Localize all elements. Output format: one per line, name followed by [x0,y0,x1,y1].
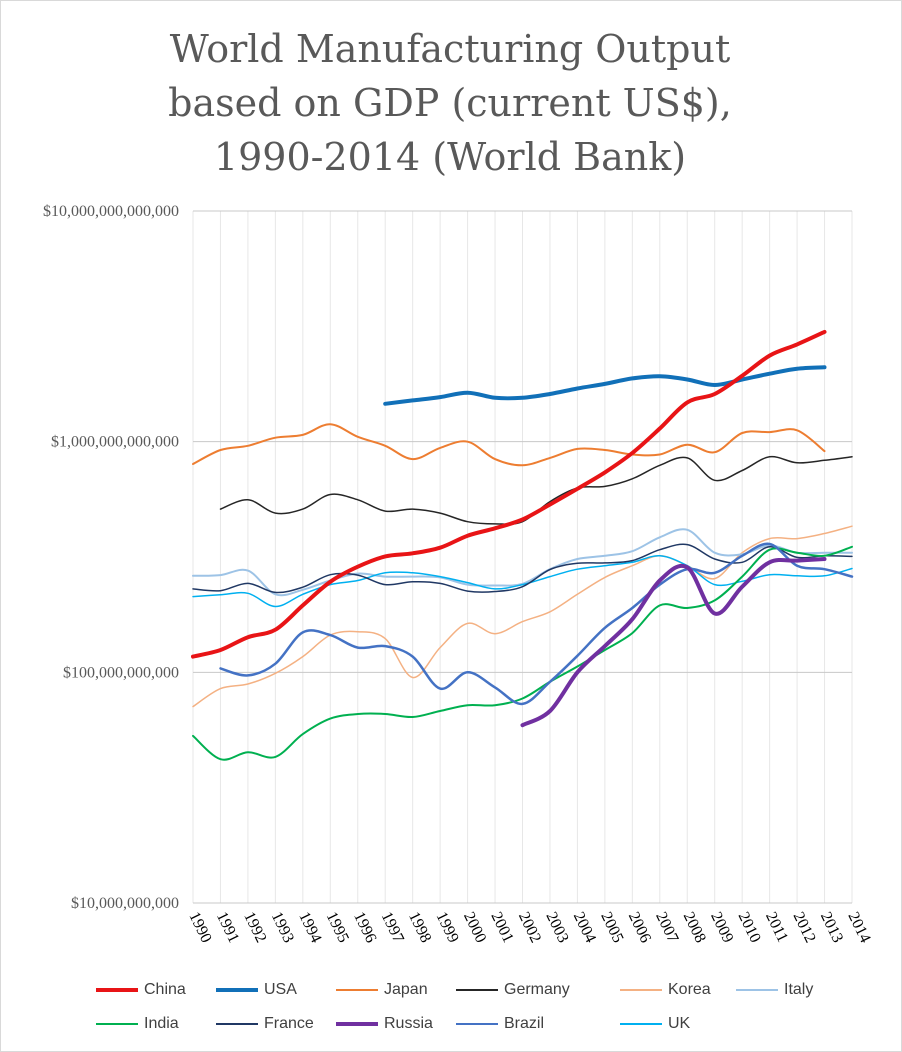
series-line-china [191,329,827,659]
legend-item-china: China [96,978,186,1002]
chart-title-line-3: 1990-2014 (World Bank) [213,135,687,179]
x-tick-label: 2014 [844,909,873,945]
series-line-russia [520,557,827,728]
x-tick-label: 2001 [487,909,516,945]
legend-swatch [620,989,662,991]
legend-swatch [216,988,258,992]
legend-item-usa: USA [216,978,297,1002]
x-tick-label: 1993 [268,909,297,945]
y-tick-label: $100,000,000,000 [63,664,179,681]
series-line-brazil [219,542,854,706]
x-tick-label: 2003 [542,909,571,945]
legend-label: Brazil [504,1015,545,1032]
legend-swatch [456,989,498,991]
legend-swatch [336,989,378,991]
x-tick-label: 2000 [460,909,489,945]
legend-item-uk: UK [620,1012,690,1036]
x-tick-label: 2004 [570,909,599,945]
legend-swatch [736,989,778,991]
chart-title-line-1: World Manufacturing Output [169,27,731,71]
series-line-india [192,545,853,761]
legend-item-brazil: Brazil [456,1012,544,1036]
x-tick-label: 2006 [625,909,654,945]
x-tick-label: 2009 [707,909,736,945]
x-tick-label: 1991 [213,909,242,945]
x-tick-label: 2002 [515,909,544,945]
legend-item-germany: Germany [456,978,570,1002]
x-tick-label: 1992 [240,909,269,945]
legend-item-india: India [96,1012,179,1036]
legend-item-japan: Japan [336,978,428,1002]
x-tick-label: 1999 [433,909,462,945]
legend-swatch [336,1022,378,1026]
x-tick-label: 2010 [735,909,764,945]
legend-swatch [96,1023,138,1025]
legend-label: India [144,1015,179,1032]
legend-item-italy: Italy [736,978,813,1002]
y-tick-label: $10,000,000,000 [71,895,179,912]
legend-swatch [620,1023,662,1025]
legend-item-russia: Russia [336,1012,433,1036]
series-line-japan [192,423,826,467]
legend-label: France [264,1015,314,1032]
legend-label: Japan [384,981,428,998]
series-line-italy [192,528,853,597]
x-tick-label: 2007 [652,909,681,945]
x-tick-label: 1990 [185,909,214,945]
legend-item-france: France [216,1012,314,1036]
x-tick-label: 1998 [405,909,434,945]
series-lines [191,329,854,761]
series-line-usa [383,365,827,406]
legend-swatch [96,988,138,992]
y-tick-label: $10,000,000,000,000 [43,203,179,220]
legend-label: Russia [384,1015,433,1032]
x-tick-label: 1996 [350,909,379,945]
legend-label: Italy [784,981,814,998]
legend-swatch [456,1023,498,1025]
chart-title-line-2: based on GDP (current US$), [168,81,732,125]
legend-label: UK [668,1015,691,1032]
x-tick-label: 2013 [817,909,846,945]
series-line-korea [192,525,853,708]
y-tick-label: $1,000,000,000,000 [51,434,179,451]
x-tick-label: 2012 [789,909,818,945]
x-tick-label: 2011 [762,909,791,945]
x-tick-label: 1994 [295,909,324,945]
y-axis-ticks: $10,000,000,000 $100,000,000,000 $1,000,00… [43,203,179,912]
legend-label: Korea [668,981,711,998]
legend-swatch [216,1023,258,1025]
x-axis-ticks: 1990199119921993199419951996199719981999… [185,909,873,945]
legend-label: China [144,981,186,998]
x-tick-label: 2005 [597,909,626,945]
series-line-france [192,543,853,594]
legend-label: Germany [504,981,570,998]
legend-item-korea: Korea [620,978,711,1002]
chart-title: World Manufacturing Output based on GDP … [0,22,900,184]
x-tick-label: 1995 [323,909,352,945]
series-line-uk [192,555,853,608]
x-tick-label: 2008 [680,909,709,945]
x-tick-label: 1997 [378,909,407,945]
legend-label: USA [264,981,297,998]
